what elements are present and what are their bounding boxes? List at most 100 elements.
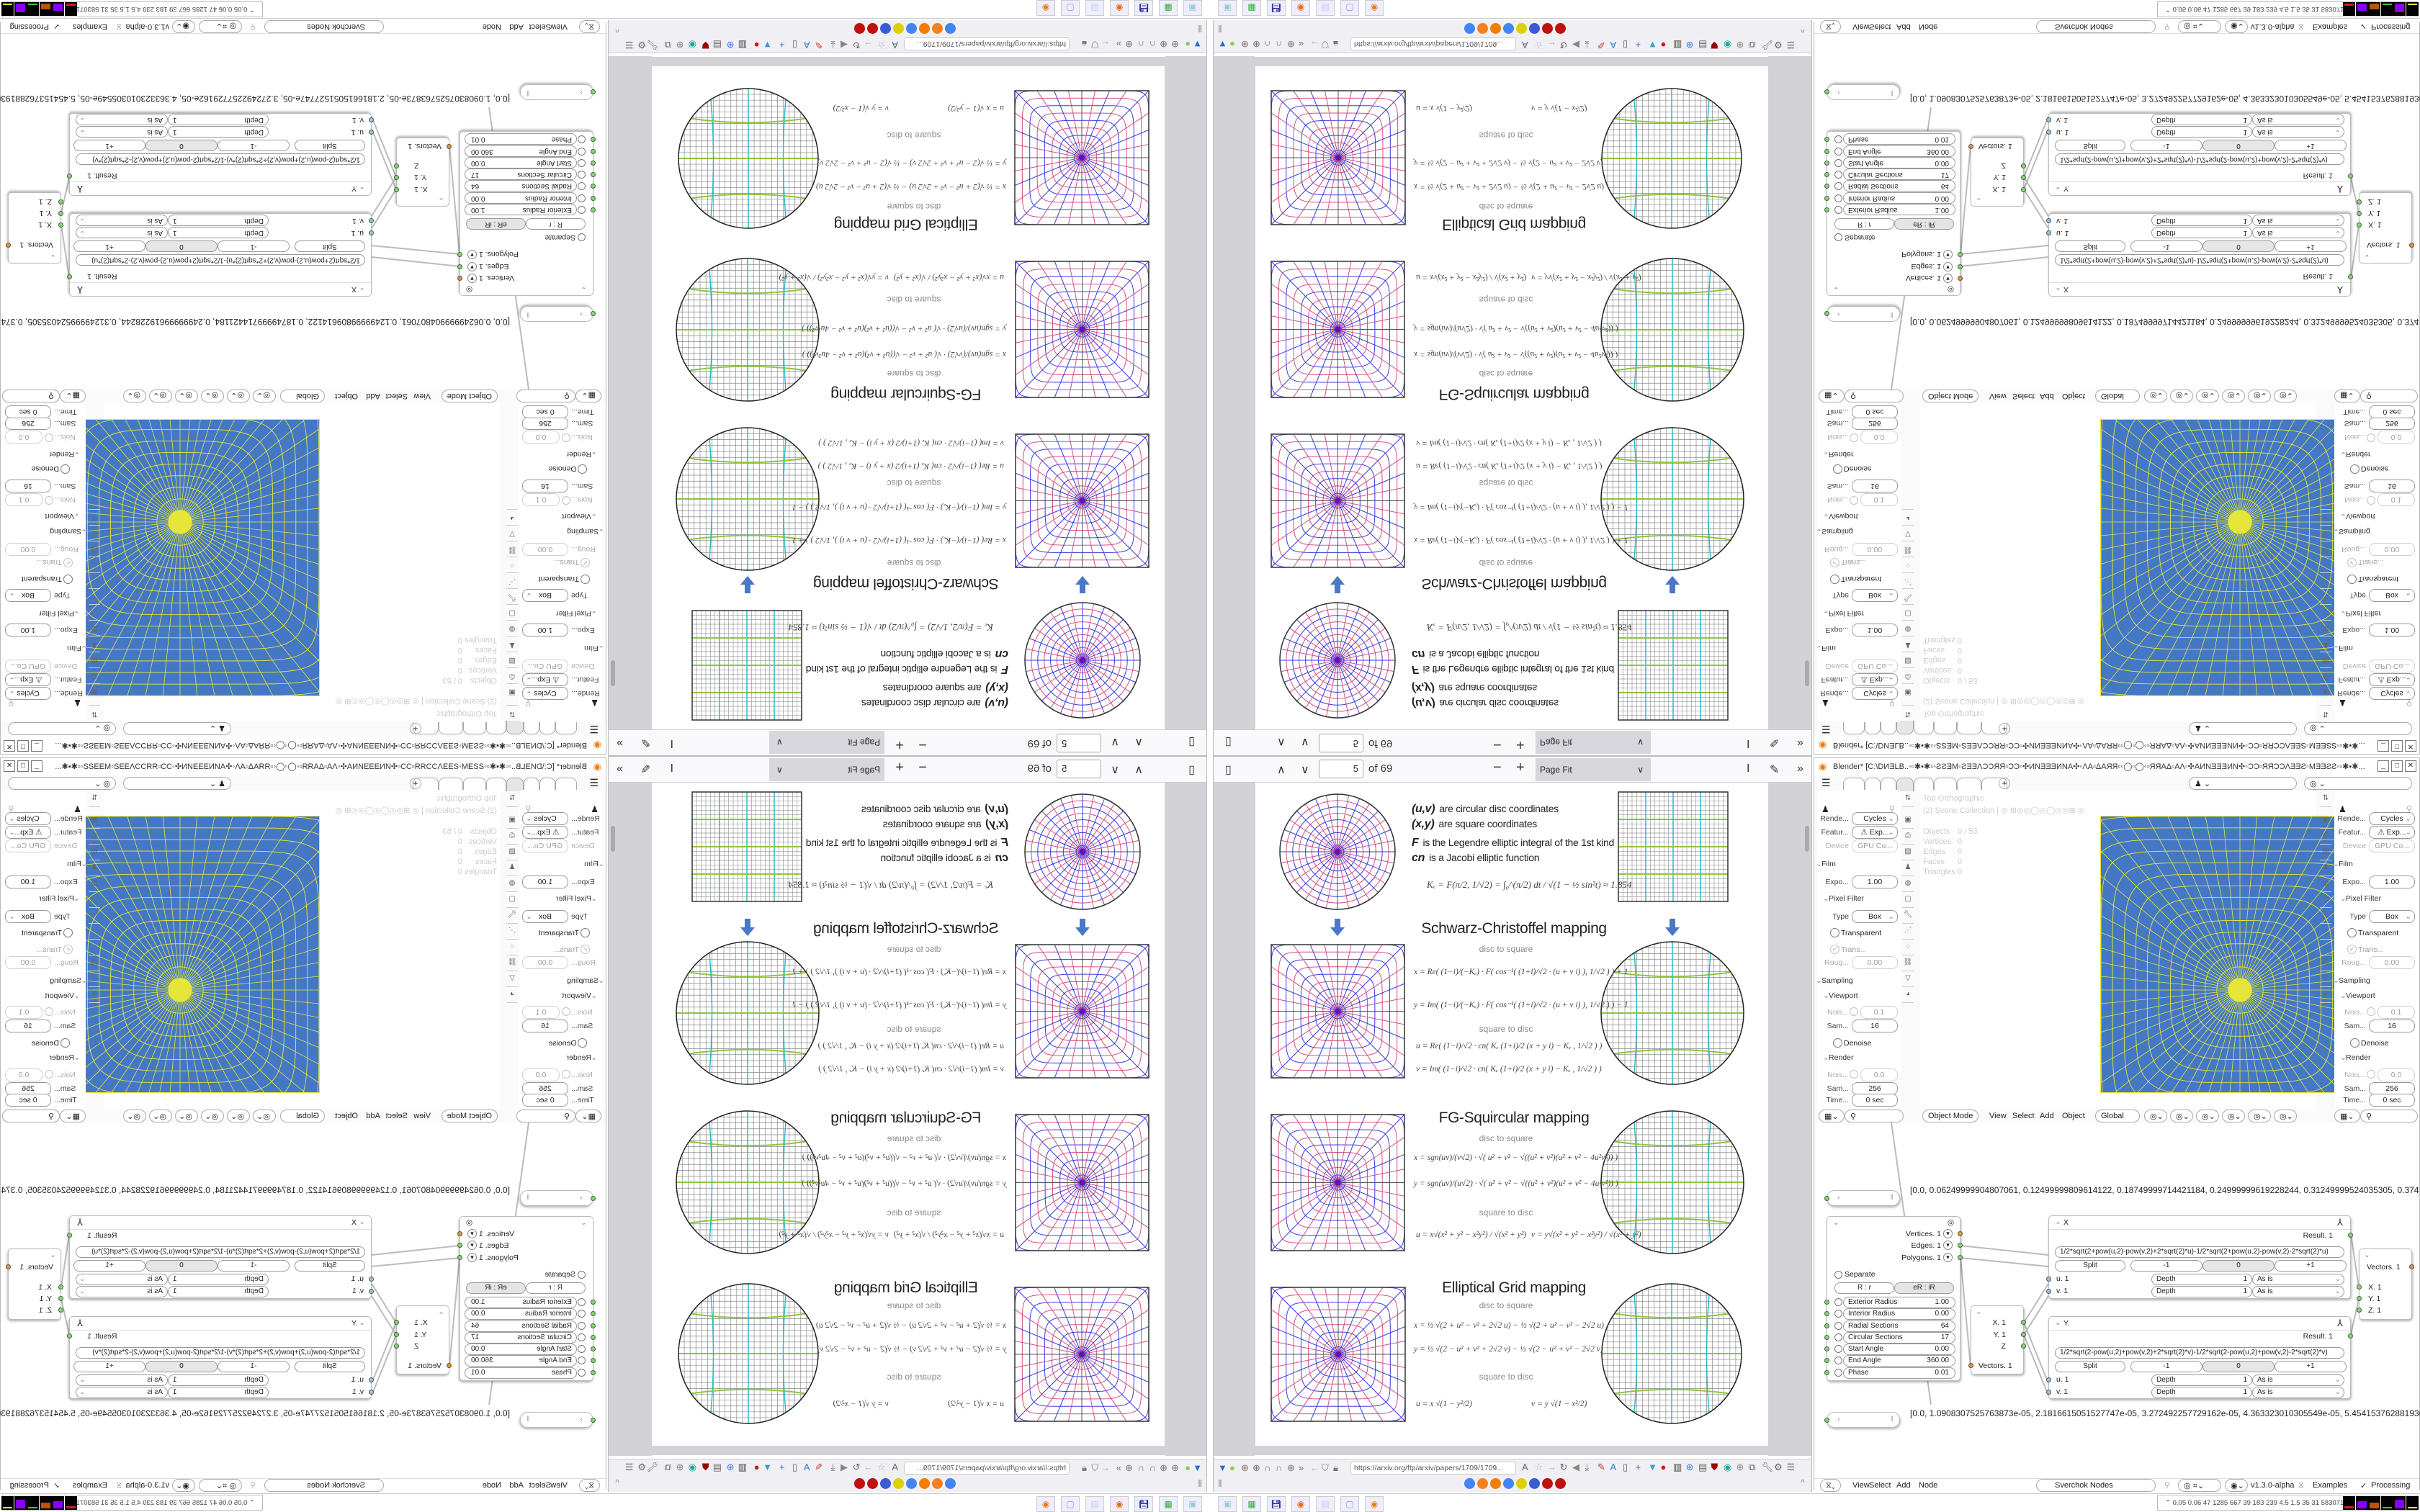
reload-icon[interactable]: ↻ bbox=[852, 1462, 861, 1472]
formula-node-x[interactable]: ⌄ X ⅄ Result. 1 1/2*sqrt(2+pow(u,2)-pow(v,2)… bbox=[2046, 213, 2353, 297]
collapse-icon[interactable]: ⌄ bbox=[581, 1218, 587, 1227]
expand-icon[interactable]: › bbox=[580, 310, 583, 319]
snap-toggle[interactable]: ◎ ⌗⌄ bbox=[199, 20, 242, 33]
chevron-down-icon[interactable]: ⌄ bbox=[1823, 512, 1829, 521]
checkbox[interactable] bbox=[1833, 1038, 1842, 1048]
mouse-icon[interactable]: ▯ bbox=[792, 40, 797, 50]
node-socket[interactable] bbox=[1824, 137, 1829, 142]
object-icon[interactable]: ▢ bbox=[1902, 604, 1914, 617]
socket-toggle-icon[interactable] bbox=[578, 206, 586, 214]
floppy-disk-icon[interactable]: 💾︎ bbox=[1267, 1496, 1286, 1512]
modifier-icon[interactable]: 🔧︎ bbox=[1902, 911, 1914, 924]
remote-desktop-icon[interactable]: ▣ bbox=[1183, 0, 1202, 16]
mute-icon[interactable]: ◀ bbox=[841, 40, 848, 50]
collapse-icon[interactable]: ⌄ bbox=[1976, 196, 1982, 204]
section-header-sampling[interactable]: Sampling bbox=[50, 976, 81, 985]
collapse-icon[interactable]: ⌄ bbox=[2055, 1218, 2061, 1226]
formula-input[interactable]: 1/2*sqrt(2+pow(u,2)-pow(v,2)+2*sqrt(2)*u… bbox=[2055, 254, 2344, 266]
property-value[interactable]: 0.1 bbox=[1860, 1006, 1898, 1019]
blender-icon[interactable]: ◉ bbox=[1036, 1496, 1055, 1512]
property-value[interactable]: Box ⌄ bbox=[2369, 910, 2415, 923]
property-value[interactable]: 1.00 bbox=[1852, 624, 1898, 636]
property-value[interactable]: 256 bbox=[5, 417, 51, 430]
pin-icon[interactable]: ⚲ bbox=[249, 22, 256, 31]
add-workspace-icon[interactable]: + bbox=[1999, 723, 2010, 734]
forward-icon[interactable]: → bbox=[864, 40, 873, 50]
property-value[interactable]: 1.00 bbox=[2369, 624, 2415, 636]
workspace-tab[interactable] bbox=[1865, 721, 1881, 734]
window-icon[interactable]: ▢ bbox=[1061, 1496, 1080, 1512]
headphones-icon[interactable]: ∩ bbox=[1149, 1462, 1156, 1473]
property-value[interactable]: 16 bbox=[522, 480, 568, 492]
depth-field[interactable]: Depth 1 bbox=[2151, 114, 2252, 125]
circle-node[interactable]: ⌄ ◎ Vertices. 1 ▾ Edges. 1 ▾ Polygons. 1 ▾ Separ… bbox=[457, 131, 596, 296]
shield-icon[interactable]: ⛉ bbox=[1322, 39, 1329, 50]
search-field[interactable]: ⚲ bbox=[516, 390, 575, 402]
step-button[interactable]: +1 bbox=[2275, 1260, 2347, 1272]
section-header-pixel-filter[interactable]: Pixel Filter bbox=[555, 609, 591, 618]
editor-type-button[interactable]: ▦⌄ bbox=[575, 390, 601, 402]
google-icon[interactable] bbox=[945, 23, 956, 34]
view-layer-icon[interactable]: ▧ bbox=[89, 847, 100, 860]
chevron-down-icon[interactable]: ⌄ bbox=[1816, 644, 1822, 652]
mute-icon[interactable]: ◀ bbox=[1572, 40, 1579, 50]
chevron-down-icon[interactable]: ⌄ bbox=[598, 644, 604, 652]
minimize-button[interactable]: _ bbox=[2378, 740, 2389, 752]
node-socket[interactable] bbox=[2357, 199, 2362, 204]
flower-icon[interactable] bbox=[854, 1478, 865, 1489]
editor-type-button[interactable]: ▦⌄ bbox=[1819, 1110, 1845, 1122]
draw-pen-icon[interactable]: ✎ bbox=[640, 736, 650, 748]
collapse-icon[interactable]: ⌄ bbox=[359, 1318, 365, 1327]
node-socket[interactable] bbox=[591, 1358, 596, 1363]
step-button[interactable]: +1 bbox=[73, 1361, 145, 1372]
flower-icon[interactable] bbox=[1555, 23, 1566, 34]
headphones-icon[interactable]: ∩ bbox=[1137, 1462, 1144, 1473]
node-socket[interactable] bbox=[591, 196, 596, 201]
property-value[interactable]: 16 bbox=[5, 1020, 51, 1032]
dropdown-icon[interactable]: ▾ bbox=[467, 274, 477, 283]
menu-select[interactable]: Select bbox=[2012, 1112, 2035, 1120]
modifier-icon[interactable]: 🔧︎ bbox=[506, 911, 518, 924]
object-mode-select[interactable]: Object Mode bbox=[441, 390, 498, 402]
chevron-down-icon[interactable]: ⌄ bbox=[591, 450, 597, 459]
world-icon[interactable]: ◍ bbox=[506, 879, 518, 892]
zoom-in-button[interactable]: + bbox=[1516, 737, 1525, 752]
clipboard-icon[interactable]: ▤ bbox=[1698, 40, 1708, 50]
mode-select[interactable]: As is ⌄ bbox=[76, 126, 168, 138]
back-icon[interactable]: ← bbox=[1101, 1462, 1110, 1473]
pocket-icon[interactable]: ▼ bbox=[763, 1462, 772, 1472]
shading-icon[interactable]: ◎⌄ bbox=[2274, 390, 2297, 402]
view-layer-icon[interactable]: ▧ bbox=[89, 652, 100, 665]
collapse-icon[interactable]: ⌄ bbox=[2364, 253, 2370, 261]
zoom-select[interactable]: Page Fit ∨ bbox=[1536, 758, 1651, 781]
physics-icon[interactable]: ◌ bbox=[506, 942, 518, 955]
property-value[interactable]: Box ⌄ bbox=[5, 910, 51, 923]
pdf-viewer-area[interactable]: (u,v)are circular disc coordinates(x,y)a… bbox=[609, 54, 1206, 729]
dropdown-icon[interactable]: ▾ bbox=[467, 1253, 477, 1262]
shield-icon[interactable]: ⛉ bbox=[1322, 1462, 1329, 1473]
node-socket[interactable] bbox=[591, 1311, 596, 1316]
zoom-in-button[interactable]: + bbox=[1516, 760, 1525, 775]
flower-icon[interactable] bbox=[854, 23, 865, 34]
property-value[interactable]: 0.0 bbox=[522, 431, 560, 444]
pivot-icon[interactable]: ◎⌄ bbox=[253, 1110, 276, 1122]
property-value[interactable]: 16 bbox=[1852, 1020, 1898, 1032]
blogger-icon[interactable] bbox=[919, 23, 930, 34]
section-header-pixel-filter[interactable]: Pixel Filter bbox=[38, 609, 74, 618]
node-socket[interactable] bbox=[2046, 117, 2051, 122]
checkbox[interactable] bbox=[1850, 1007, 1858, 1016]
node-socket[interactable] bbox=[2357, 1284, 2362, 1290]
snap-icon[interactable]: ◎⌄ bbox=[227, 1110, 250, 1122]
node-socket[interactable] bbox=[1958, 1231, 1963, 1236]
workspace-tab[interactable] bbox=[506, 721, 524, 734]
collapse-icon[interactable]: ⌄ bbox=[50, 253, 56, 261]
node-tree-select[interactable]: Sverchok Nodes bbox=[264, 20, 384, 33]
property-value[interactable]: 16 bbox=[1852, 480, 1898, 492]
socket-toggle-icon[interactable] bbox=[578, 182, 586, 190]
data-icon[interactable]: ▽ bbox=[89, 974, 100, 987]
property-value[interactable]: Cycles ⌄ bbox=[522, 812, 568, 825]
node-socket[interactable] bbox=[591, 184, 596, 189]
globe-icon[interactable]: ⊕ bbox=[1171, 1462, 1179, 1473]
menu-add[interactable]: Add bbox=[509, 22, 524, 31]
checkbox[interactable] bbox=[562, 433, 570, 442]
